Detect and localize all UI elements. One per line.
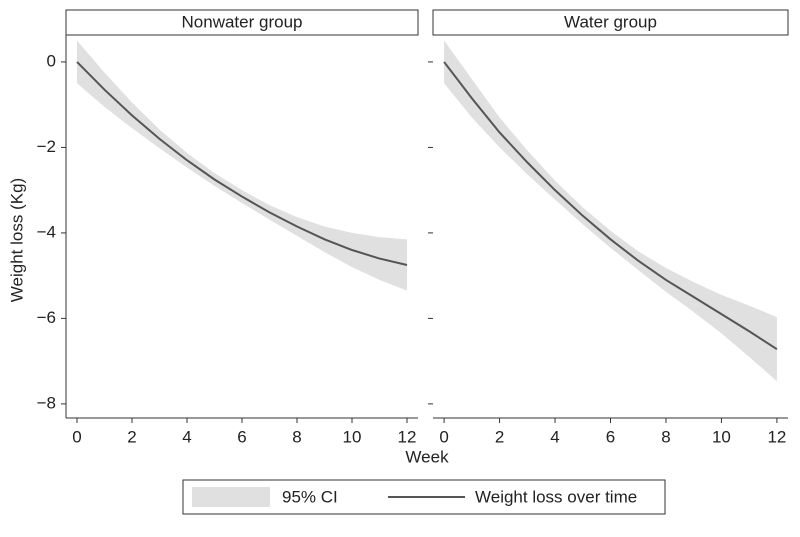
panel-title: Water group xyxy=(564,12,657,31)
x-tick-label: 4 xyxy=(182,427,191,446)
x-tick-label: 6 xyxy=(237,427,246,446)
confidence-band xyxy=(444,40,777,382)
x-tick-label: 6 xyxy=(606,427,615,446)
y-tick-label: −6 xyxy=(37,308,56,327)
x-tick-label: 0 xyxy=(72,427,81,446)
line xyxy=(76,61,408,266)
confidence-band xyxy=(77,40,407,291)
x-tick-label: 0 xyxy=(439,427,448,446)
x-tick-label: 12 xyxy=(398,427,417,446)
strip-header xyxy=(65,9,419,36)
y-tick-label: −2 xyxy=(37,137,56,156)
x-tick-label: 2 xyxy=(495,427,504,446)
y-tick-label: 0 xyxy=(47,51,56,70)
y-axis-label: Weight loss (Kg) xyxy=(7,178,26,302)
x-tick-label: 12 xyxy=(767,427,786,446)
line xyxy=(443,61,778,351)
y-tick-label: −8 xyxy=(37,393,56,412)
x-axis-label: Week xyxy=(405,447,449,466)
legend-label: 95% CI xyxy=(282,487,338,506)
x-tick-label: 4 xyxy=(550,427,559,446)
x-tick-label: 10 xyxy=(712,427,731,446)
x-tick-label: 2 xyxy=(127,427,136,446)
legend-label: Weight loss over time xyxy=(475,487,637,506)
panel-title: Nonwater group xyxy=(182,12,303,31)
strip-header xyxy=(432,9,789,36)
x-tick-label: 10 xyxy=(343,427,362,446)
x-tick-label: 8 xyxy=(661,427,670,446)
legend-swatch xyxy=(192,487,270,507)
y-tick-label: −4 xyxy=(37,222,56,241)
x-tick-label: 8 xyxy=(292,427,301,446)
